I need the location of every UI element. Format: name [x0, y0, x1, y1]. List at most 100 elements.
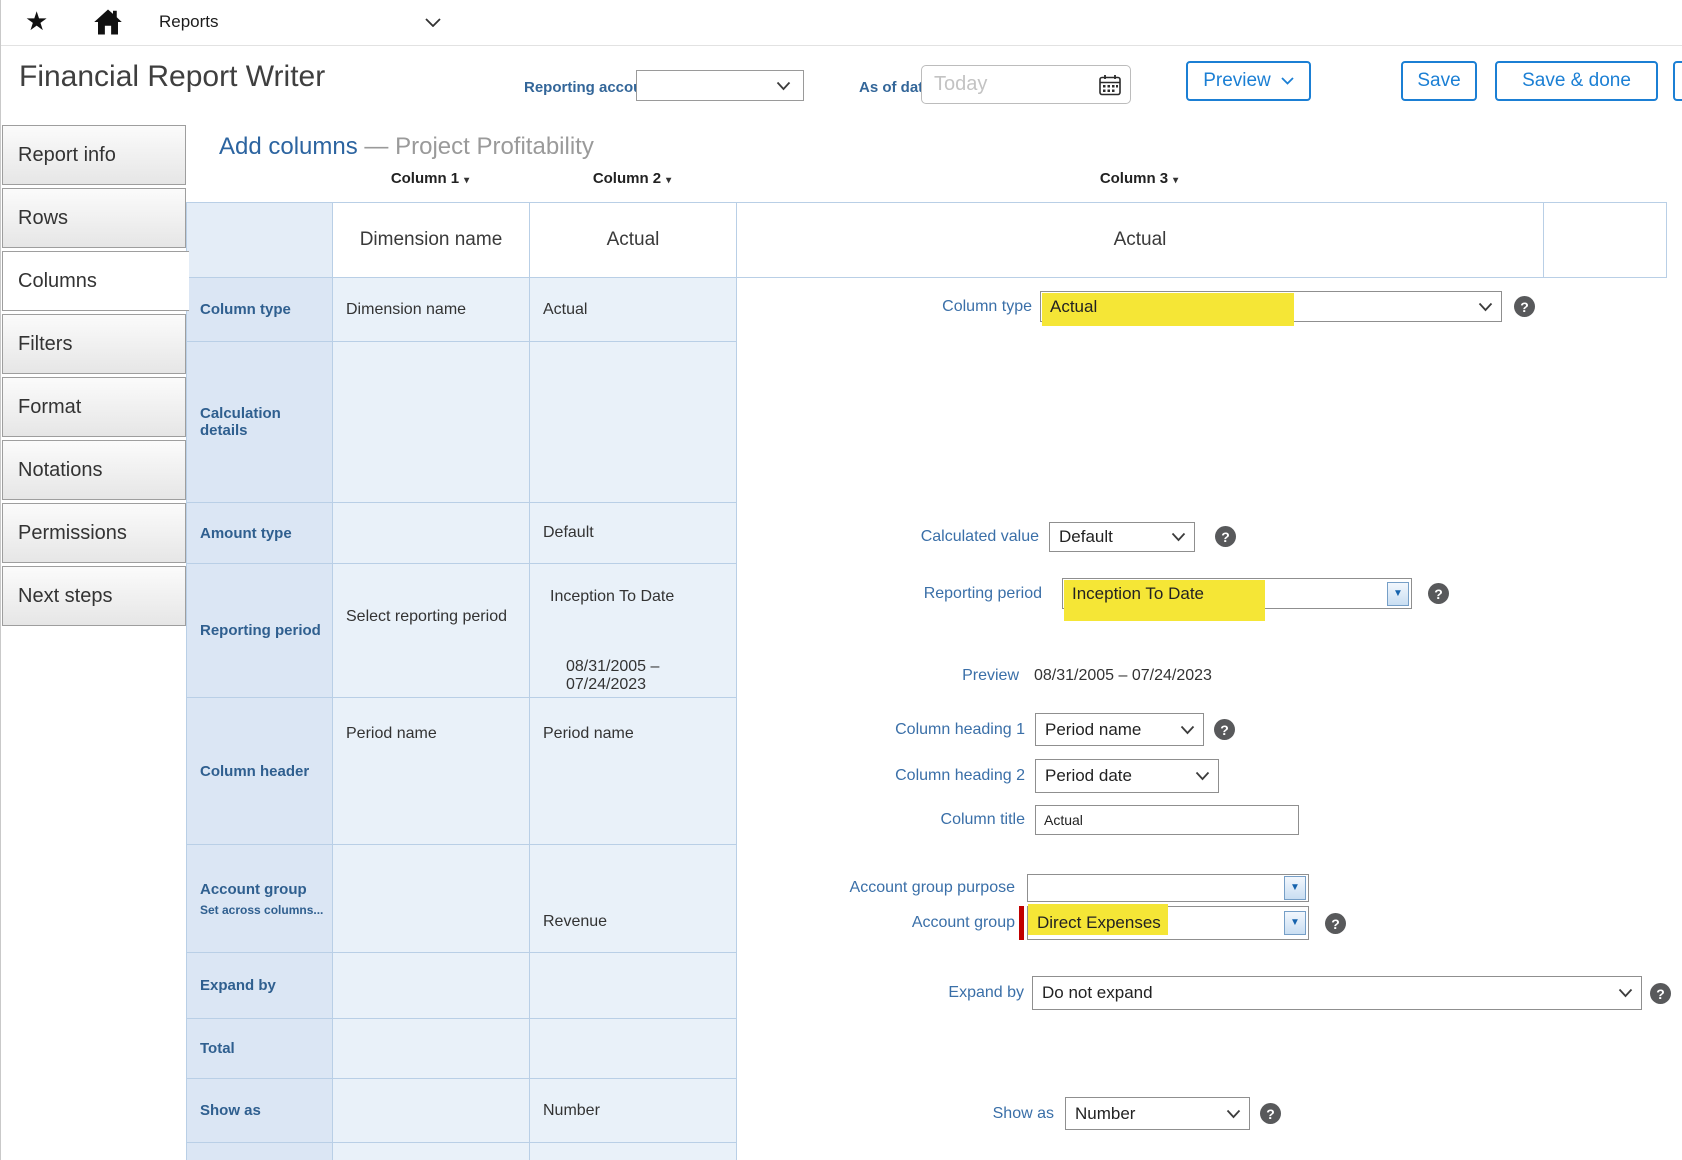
account-group-purpose-label: Account group purpose	[849, 879, 1015, 896]
chevron-down-icon	[1618, 988, 1633, 998]
row-label-amount-type: Amount type	[187, 503, 333, 564]
grid-cell	[333, 1079, 530, 1143]
column-type-label: Column type	[942, 297, 1032, 315]
sidebar-item-columns[interactable]: Columns	[2, 251, 189, 311]
account-group-label: Account group	[911, 914, 1015, 931]
grid-cell: Number	[530, 1079, 737, 1143]
help-icon[interactable]: ?	[1650, 983, 1671, 1004]
combo-dropdown-button[interactable]: ▼	[1284, 876, 1306, 900]
overflow-button-partial[interactable]	[1673, 61, 1682, 101]
reporting-period-combo[interactable]: Inception To Date ▼	[1062, 578, 1412, 621]
row-label-total: Total	[187, 1019, 333, 1079]
help-icon[interactable]: ?	[1325, 913, 1346, 934]
column-heading-1-label: Column heading 1	[895, 720, 1025, 738]
column-heading-2-select[interactable]: Period date	[1035, 759, 1219, 793]
row-label-expand-by: Expand by	[187, 953, 333, 1019]
show-as-select[interactable]: Number	[1065, 1097, 1250, 1130]
sidebar-item-permissions[interactable]: Permissions	[2, 503, 186, 563]
reporting-accounts-select[interactable]	[636, 70, 804, 101]
save-button[interactable]: Save	[1401, 61, 1477, 101]
help-icon[interactable]: ?	[1215, 526, 1236, 547]
calculated-value-row: Calculated value Default ?	[737, 522, 1667, 552]
row-label-partial	[187, 1143, 333, 1160]
column-3-settings-panel: Column type Actual ? Calculated value De…	[737, 278, 1671, 1160]
column-title-input[interactable]	[1035, 805, 1299, 835]
column-type-select[interactable]: Actual	[1040, 291, 1502, 326]
help-icon[interactable]: ?	[1260, 1103, 1281, 1124]
column-1-menu[interactable]: Column 1 ▾	[390, 170, 470, 187]
column-title-label: Column title	[940, 811, 1025, 828]
annotation-highlight	[1064, 580, 1265, 621]
save-and-done-button[interactable]: Save & done	[1495, 61, 1658, 101]
preview-row: Preview 08/31/2005 – 07/24/2023	[737, 666, 1667, 686]
combo-dropdown-button[interactable]: ▼	[1284, 911, 1306, 935]
report-name: Project Profitability	[395, 133, 594, 160]
column-heading-1-select[interactable]: Period name	[1035, 713, 1204, 746]
help-icon[interactable]: ?	[1514, 296, 1535, 317]
favorite-star-icon[interactable]: ★	[25, 6, 49, 36]
top-nav-bar: ★ Reports	[1, 0, 1682, 46]
column-3-header-cell[interactable]: Actual	[737, 203, 1544, 278]
grid-cell: Revenue	[530, 845, 737, 953]
grid-cell: Inception To Date 08/31/2005 – 07/24/202…	[530, 564, 737, 698]
app-header: Financial Report Writer Reporting accoun…	[1, 46, 1682, 122]
help-icon[interactable]: ?	[1428, 583, 1449, 604]
grid-cell: Period name	[333, 698, 530, 845]
sidebar-item-format[interactable]: Format	[2, 377, 186, 437]
grid-corner-cell	[187, 203, 333, 278]
column-heading-1-row: Column heading 1 Period name ?	[737, 713, 1667, 746]
reporting-period-value: Inception To Date	[550, 588, 675, 605]
expand-by-label: Expand by	[948, 984, 1024, 1001]
nav-current-menu[interactable]: Reports	[159, 12, 219, 31]
grid-cell: Default	[530, 503, 737, 564]
preview-label: Preview	[962, 667, 1019, 684]
row-label-column-type: Column type	[187, 278, 333, 342]
show-as-label: Show as	[992, 1104, 1054, 1122]
as-of-date-input[interactable]	[922, 66, 1130, 103]
row-label-show-as: Show as	[187, 1079, 333, 1143]
grid-cell	[333, 503, 530, 564]
sidebar-item-report-info[interactable]: Report info	[2, 125, 186, 185]
column-1-header-cell[interactable]: Dimension name	[333, 203, 530, 278]
page-title: Financial Report Writer	[19, 60, 326, 93]
column-3-menu[interactable]: Column 3 ▾	[1099, 170, 1179, 187]
sidebar-item-next-steps[interactable]: Next steps	[2, 566, 186, 626]
calculated-value-label: Calculated value	[920, 528, 1039, 545]
help-icon[interactable]: ?	[1214, 719, 1235, 740]
chevron-down-icon	[1180, 725, 1195, 734]
account-group-purpose-combo[interactable]: ▼	[1027, 874, 1309, 902]
sidebar-item-notations[interactable]: Notations	[2, 440, 186, 500]
chevron-down-icon	[1226, 1109, 1241, 1118]
calendar-icon[interactable]	[1099, 74, 1121, 96]
column-2-header-cell[interactable]: Actual	[530, 203, 737, 278]
row-label-column-header: Column header	[187, 698, 333, 845]
caret-down-icon: ▾	[464, 175, 470, 186]
grid-cell: Actual	[530, 278, 737, 342]
sidebar-item-filters[interactable]: Filters	[2, 314, 186, 374]
reporting-period-range: 08/31/2005 – 07/24/2023	[566, 658, 660, 693]
home-icon[interactable]	[93, 8, 123, 36]
grid-cell	[333, 845, 530, 953]
account-group-combo[interactable]: Direct Expenses ▼	[1027, 904, 1309, 940]
chevron-down-icon[interactable]	[425, 18, 441, 28]
columns-grid: Dimension name Actual Actual Column type…	[186, 202, 1671, 1160]
section-action: Add columns	[219, 133, 358, 160]
account-group-row: Account group Direct Expenses ▼ ?	[737, 904, 1667, 940]
show-as-row: Show as Number ?	[737, 1097, 1667, 1130]
column-2-menu[interactable]: Column 2 ▾	[592, 170, 672, 187]
grid-cell	[333, 1143, 530, 1160]
grid-cell	[530, 1143, 737, 1160]
caret-down-icon: ▾	[666, 175, 672, 186]
grid-cell	[333, 953, 530, 1019]
sidebar-item-rows[interactable]: Rows	[2, 188, 186, 248]
as-of-date-label: As of date	[859, 79, 932, 96]
calculated-value-select[interactable]: Default	[1049, 522, 1195, 552]
set-across-columns-link[interactable]: Set across columns...	[200, 902, 324, 917]
chevron-down-icon	[1171, 532, 1186, 542]
expand-by-select[interactable]: Do not expand	[1032, 976, 1642, 1010]
preview-button[interactable]: Preview	[1186, 61, 1311, 101]
reporting-accounts-label: Reporting accounts	[524, 79, 665, 96]
grid-cell	[530, 342, 737, 503]
combo-dropdown-button[interactable]: ▼	[1387, 581, 1409, 606]
